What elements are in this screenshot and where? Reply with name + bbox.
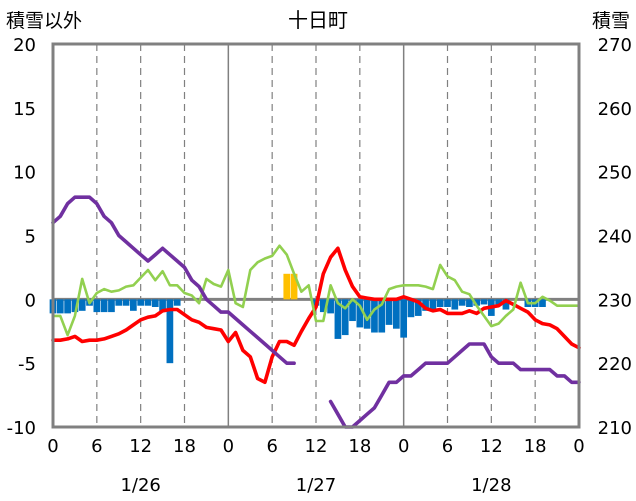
y-right-tick-label: 220 <box>598 354 632 375</box>
x-tick-label: 0 <box>398 436 409 457</box>
x-tick-label: 0 <box>47 436 58 457</box>
y-right-tick-label: 230 <box>598 290 632 311</box>
y-right-tick-label: 270 <box>598 35 632 56</box>
bar <box>458 299 466 306</box>
bar <box>429 299 437 310</box>
bar <box>444 299 451 307</box>
x-tick-label: 12 <box>129 436 152 457</box>
bar-series <box>49 273 546 364</box>
date-label: 1/26 <box>120 475 160 496</box>
bar <box>400 299 408 338</box>
bar <box>371 299 378 333</box>
y-right-tick-label: 260 <box>598 99 632 120</box>
bar <box>115 299 123 306</box>
bar <box>151 299 159 307</box>
bar <box>414 299 422 316</box>
plot-frame <box>51 42 581 429</box>
bar <box>159 299 166 313</box>
bar <box>473 299 481 306</box>
date-labels: 1/26 1/27 1/28 <box>120 475 511 496</box>
bar <box>502 299 510 310</box>
bar <box>466 299 473 307</box>
x-tick-label: 6 <box>442 436 453 457</box>
series-line <box>328 342 581 429</box>
y-left-tick-label: 0 <box>25 290 36 311</box>
date-label: 1/27 <box>296 475 336 496</box>
bar <box>122 299 130 306</box>
x-axis-ticks: 0 6 12 18 0 6 12 18 0 6 12 18 0 <box>47 436 584 457</box>
bar <box>283 273 291 300</box>
bar <box>385 299 393 325</box>
bar <box>290 273 298 300</box>
x-tick-label: 12 <box>480 436 503 457</box>
x-tick-label: 6 <box>91 436 102 457</box>
bar <box>71 299 79 313</box>
y-right-tick-label: 250 <box>598 163 632 184</box>
date-label: 1/28 <box>471 475 511 496</box>
y-left-tick-label: 20 <box>13 35 36 56</box>
y-left-tick-label: -5 <box>18 354 36 375</box>
bar <box>144 299 152 306</box>
y-left-tick-label: 15 <box>13 99 36 120</box>
grid-lines <box>53 44 579 427</box>
x-tick-label: 6 <box>266 436 277 457</box>
series-line <box>51 244 581 337</box>
bar <box>327 299 334 314</box>
bar <box>100 299 108 313</box>
bar <box>173 299 181 306</box>
bar <box>93 299 101 313</box>
bar <box>78 299 86 311</box>
bar <box>539 299 546 307</box>
bar <box>108 299 115 313</box>
bar <box>166 299 174 364</box>
bar <box>495 299 502 305</box>
bar <box>130 299 137 311</box>
bar <box>393 299 400 329</box>
bar <box>363 299 371 329</box>
x-tick-label: 18 <box>173 436 196 457</box>
bar <box>356 299 364 328</box>
bar <box>341 299 349 336</box>
bar <box>349 299 356 322</box>
left-axis-title: 積雪以外 <box>6 10 82 32</box>
x-tick-label: 0 <box>223 436 234 457</box>
bar <box>137 299 145 306</box>
y-left-tick-label: -10 <box>7 418 36 439</box>
x-tick-label: 18 <box>524 436 547 457</box>
x-tick-label: 18 <box>348 436 371 457</box>
x-tick-label: 0 <box>573 436 584 457</box>
chart-title: 十日町 <box>288 8 348 32</box>
bar <box>319 299 327 313</box>
y-left-tick-label: 10 <box>13 163 36 184</box>
bar <box>436 299 444 307</box>
x-tick-label: 12 <box>305 436 328 457</box>
bar <box>378 299 386 333</box>
bar <box>56 299 64 314</box>
series-line <box>51 195 296 366</box>
bar <box>407 299 415 318</box>
series-line <box>51 246 581 385</box>
bar <box>422 299 429 311</box>
right-axis-ticks: 210 220 230 240 250 260 270 <box>598 35 632 439</box>
left-axis-ticks: -10 -5 0 5 10 15 20 <box>7 35 36 439</box>
y-right-tick-label: 210 <box>598 418 632 439</box>
line-series <box>51 195 581 429</box>
y-right-tick-label: 240 <box>598 227 632 248</box>
bar <box>64 299 71 314</box>
bar <box>451 299 459 310</box>
right-axis-title: 積雪 <box>592 10 630 32</box>
y-left-tick-label: 5 <box>25 227 36 248</box>
bar <box>334 299 342 339</box>
bar <box>480 299 488 305</box>
